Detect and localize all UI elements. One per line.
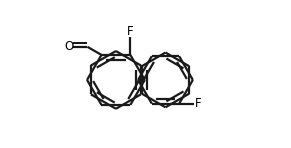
Text: F: F [127, 25, 134, 38]
Text: F: F [195, 97, 201, 110]
Text: O: O [65, 40, 74, 53]
